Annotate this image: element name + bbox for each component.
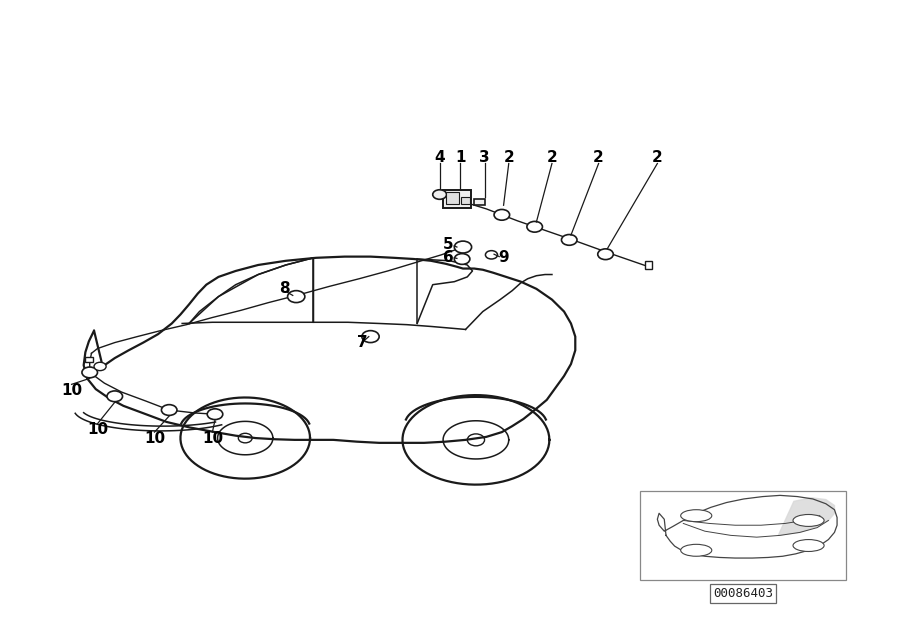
Circle shape (238, 433, 252, 443)
Text: 10: 10 (144, 431, 165, 446)
Circle shape (94, 362, 106, 371)
Bar (461, 197, 470, 204)
Text: 6: 6 (443, 250, 454, 265)
Circle shape (107, 391, 122, 402)
Text: 3: 3 (479, 150, 490, 165)
Ellipse shape (793, 540, 824, 551)
Ellipse shape (680, 544, 712, 556)
Circle shape (207, 409, 223, 420)
Bar (443, 190, 471, 208)
Text: 5: 5 (443, 237, 454, 252)
Circle shape (288, 291, 305, 303)
Text: 10: 10 (87, 422, 108, 438)
Circle shape (467, 434, 484, 446)
Text: 7: 7 (356, 335, 367, 350)
Text: 9: 9 (499, 250, 508, 265)
Bar (446, 192, 459, 204)
Circle shape (433, 190, 446, 199)
Text: 4: 4 (435, 150, 445, 165)
Polygon shape (778, 498, 834, 535)
Circle shape (454, 241, 472, 253)
Bar (474, 199, 484, 204)
Bar (640, 491, 846, 580)
Circle shape (82, 367, 97, 378)
Circle shape (494, 210, 509, 220)
Circle shape (161, 404, 177, 415)
Text: 00086403: 00086403 (713, 587, 773, 600)
Text: 2: 2 (593, 150, 604, 165)
Circle shape (562, 234, 577, 245)
Circle shape (598, 249, 613, 260)
Text: 10: 10 (202, 431, 223, 446)
Ellipse shape (793, 514, 824, 526)
Text: 2: 2 (503, 150, 514, 165)
Circle shape (454, 253, 470, 264)
Text: 2: 2 (546, 150, 557, 165)
Circle shape (526, 222, 543, 232)
Text: 2: 2 (652, 150, 662, 165)
Ellipse shape (680, 510, 712, 521)
Text: 1: 1 (455, 150, 465, 165)
Text: 8: 8 (279, 281, 290, 297)
Bar (85, 357, 93, 362)
Text: 10: 10 (61, 383, 82, 398)
Bar (645, 262, 652, 269)
Circle shape (485, 251, 498, 259)
Circle shape (362, 331, 379, 342)
